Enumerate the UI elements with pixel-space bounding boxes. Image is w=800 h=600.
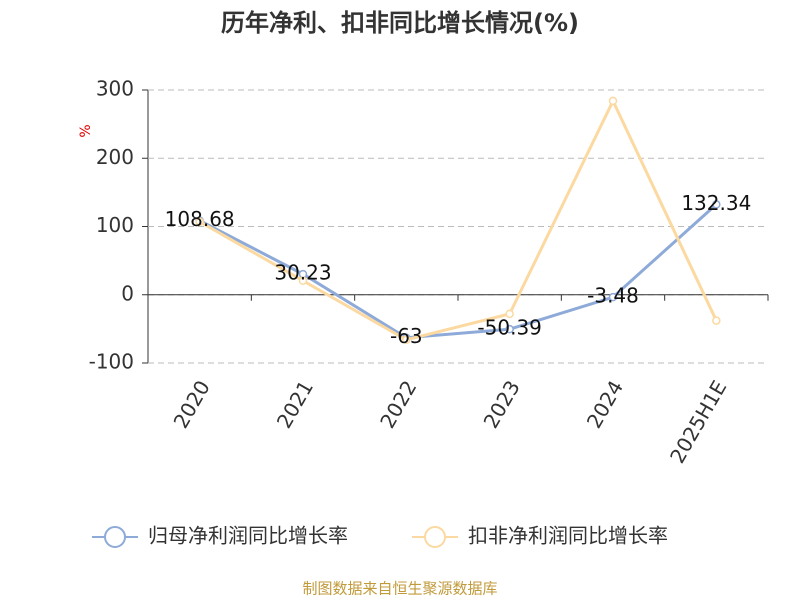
footer: 制图数据来自恒生聚源数据库: [302, 580, 497, 598]
point: [608, 292, 618, 302]
legend-marker: [424, 526, 446, 548]
value-label: 132.34: [681, 191, 751, 215]
point: [402, 335, 411, 345]
y-tick-label: -100: [89, 350, 134, 374]
point: [712, 316, 721, 325]
point: [195, 217, 204, 226]
value-label: -50.39: [477, 316, 541, 340]
series-line: [198, 203, 718, 340]
value-label: -3.48: [587, 284, 639, 308]
value-label: -63: [390, 324, 423, 348]
value-label: 30.23: [274, 261, 331, 285]
x-tick-label: 2023: [479, 376, 525, 432]
legend-label: 扣非净利润同比增长率: [468, 524, 668, 548]
x-tick-label: 2025H1E: [665, 376, 731, 467]
y-tick-label: 0: [121, 281, 134, 305]
x-tick-label: 2024: [582, 376, 628, 432]
x-tick-label: 2021: [272, 376, 318, 432]
legend-marker: [104, 526, 126, 548]
x-tick-label: 2022: [375, 376, 421, 432]
legend-label: 归母净利润同比增长率: [148, 524, 348, 548]
point: [505, 324, 514, 334]
point: [712, 200, 721, 209]
y-axis-label: %: [78, 124, 94, 137]
point: [608, 96, 618, 106]
y-tick-label: 100: [96, 213, 134, 237]
y-tick-label: 200: [96, 145, 134, 169]
point: [505, 309, 514, 319]
x-tick-label: 2020: [169, 376, 215, 432]
value-label: 108.68: [165, 207, 235, 231]
point: [298, 276, 308, 286]
series-line: [198, 97, 718, 342]
chart-title: 历年净利、扣非同比增长情况(%): [221, 9, 579, 37]
y-tick-label: 300: [96, 77, 134, 101]
